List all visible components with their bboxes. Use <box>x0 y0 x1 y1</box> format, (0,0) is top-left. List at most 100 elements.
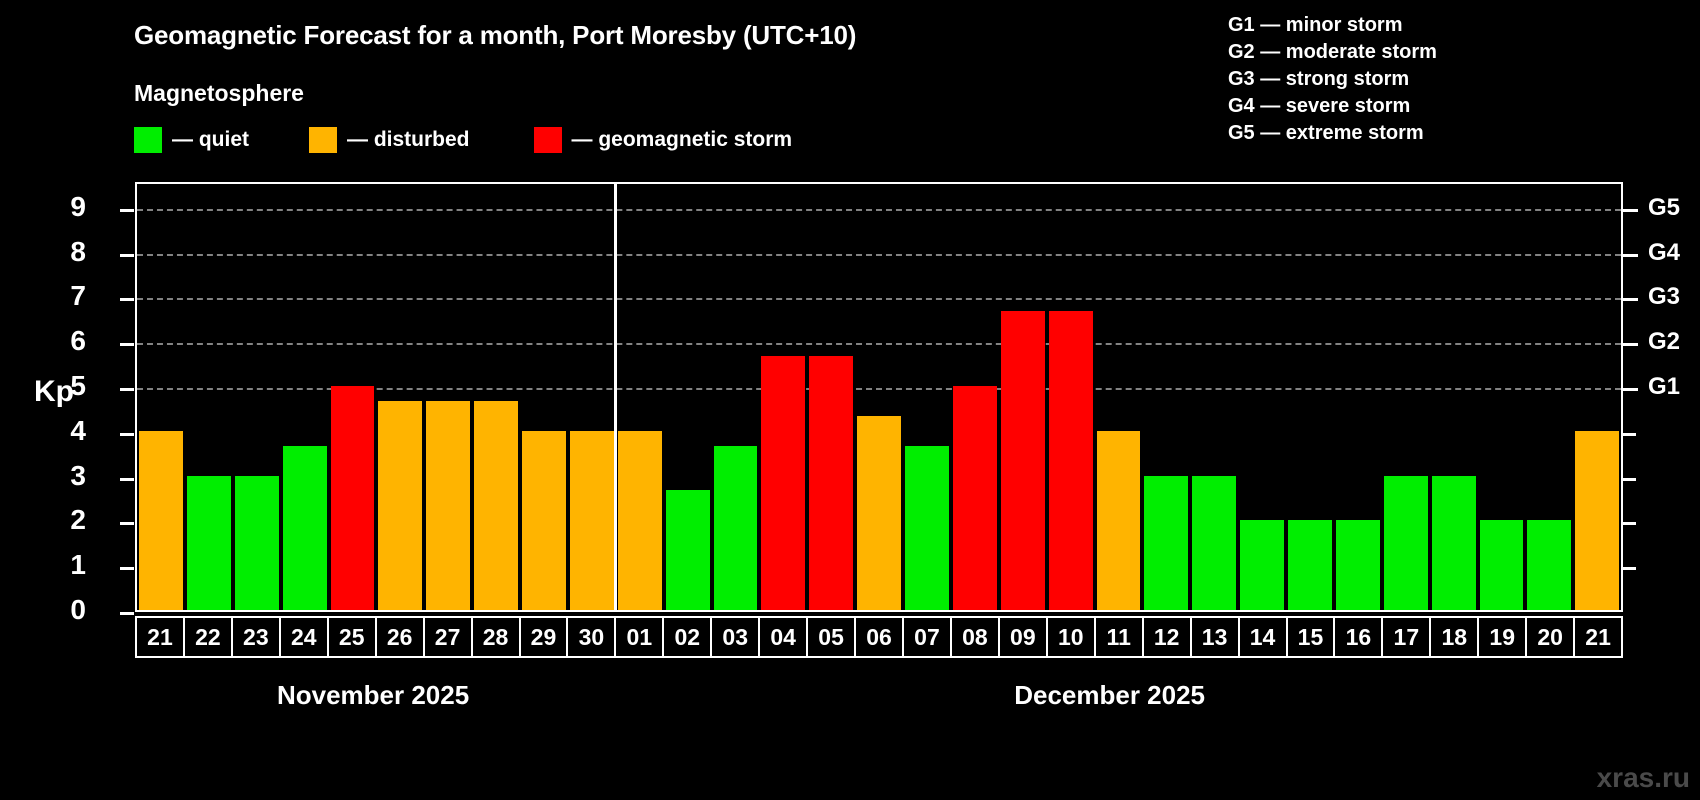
day-label-dec-07[interactable]: 07 <box>904 618 952 656</box>
day-label-dec-13[interactable]: 13 <box>1192 618 1240 656</box>
bar-cell[interactable] <box>855 184 903 610</box>
bar-cell[interactable] <box>472 184 520 610</box>
watermark: xras.ru <box>1596 762 1690 793</box>
bar-07[interactable] <box>905 445 949 610</box>
bar-cell[interactable] <box>1142 184 1190 610</box>
day-label-dec-12[interactable]: 12 <box>1144 618 1192 656</box>
bar-cell[interactable] <box>329 184 377 610</box>
day-label-dec-18[interactable]: 18 <box>1431 618 1480 656</box>
bar-cell[interactable] <box>1334 184 1382 610</box>
bar-cell[interactable] <box>664 184 712 610</box>
bar-18[interactable] <box>1431 475 1476 610</box>
bar-cell[interactable] <box>951 184 999 610</box>
bar-26[interactable] <box>378 400 423 610</box>
bar-14[interactable] <box>1240 520 1284 610</box>
day-label-nov-27[interactable]: 27 <box>425 618 473 656</box>
bar-cell[interactable] <box>1047 184 1095 610</box>
bar-cell[interactable] <box>281 184 329 610</box>
bar-10[interactable] <box>1048 311 1093 610</box>
bar-28[interactable] <box>474 400 518 610</box>
bar-cell[interactable] <box>1525 184 1573 610</box>
bar-20[interactable] <box>1527 520 1572 610</box>
bar-cell[interactable] <box>233 184 281 610</box>
bar-23[interactable] <box>234 475 279 610</box>
bar-cell[interactable] <box>1478 184 1526 610</box>
bar-01[interactable] <box>617 430 662 610</box>
day-label-dec-04[interactable]: 04 <box>760 618 809 656</box>
bar-08[interactable] <box>952 386 997 610</box>
day-label-dec-09[interactable]: 09 <box>1000 618 1048 656</box>
bar-22[interactable] <box>186 475 231 610</box>
disturbed-swatch <box>309 127 337 153</box>
bar-cell[interactable] <box>903 184 951 610</box>
bar-11[interactable] <box>1096 430 1141 610</box>
g-tick-label-G2: G2 <box>1648 328 1681 356</box>
bar-24[interactable] <box>282 445 327 610</box>
bar-21[interactable] <box>1575 430 1620 610</box>
bar-21[interactable] <box>139 430 183 610</box>
day-label-dec-08[interactable]: 08 <box>952 618 1000 656</box>
day-label-dec-06[interactable]: 06 <box>856 618 904 656</box>
bar-16[interactable] <box>1335 520 1380 610</box>
y-tick-label-5: 5 <box>70 370 86 402</box>
day-label-nov-25[interactable]: 25 <box>329 618 377 656</box>
bar-cell[interactable] <box>1382 184 1430 610</box>
day-label-dec-03[interactable]: 03 <box>712 618 761 656</box>
bar-cell[interactable] <box>1286 184 1334 610</box>
day-label-nov-26[interactable]: 26 <box>377 618 425 656</box>
day-label-nov-23[interactable]: 23 <box>233 618 281 656</box>
bar-cell[interactable] <box>568 184 616 610</box>
day-label-dec-15[interactable]: 15 <box>1288 618 1336 656</box>
bar-cell[interactable] <box>520 184 568 610</box>
day-label-nov-29[interactable]: 29 <box>521 618 569 656</box>
bar-02[interactable] <box>665 490 710 610</box>
bar-cell[interactable] <box>807 184 855 610</box>
day-label-nov-24[interactable]: 24 <box>281 618 329 656</box>
day-label-nov-30[interactable]: 30 <box>568 618 617 656</box>
day-label-dec-21[interactable]: 21 <box>1585 623 1611 650</box>
day-label-dec-10[interactable]: 10 <box>1048 618 1096 656</box>
bar-cell[interactable] <box>999 184 1047 610</box>
g-tick-mark-G1 <box>1623 388 1638 392</box>
bar-cell[interactable] <box>1095 184 1143 610</box>
bar-15[interactable] <box>1288 520 1332 610</box>
bar-19[interactable] <box>1479 520 1524 610</box>
day-label-dec-16[interactable]: 16 <box>1335 618 1384 656</box>
bar-cell[interactable] <box>376 184 424 610</box>
bar-series <box>137 184 1621 610</box>
bar-cell[interactable] <box>712 184 760 610</box>
bar-13[interactable] <box>1192 475 1237 610</box>
bar-cell[interactable] <box>137 184 185 610</box>
bar-cell[interactable] <box>1190 184 1238 610</box>
bar-06[interactable] <box>857 416 901 610</box>
month-label-november: November 2025 <box>276 680 470 710</box>
bar-cell[interactable] <box>616 184 664 610</box>
bar-29[interactable] <box>522 430 566 610</box>
day-label-dec-17[interactable]: 17 <box>1383 618 1432 656</box>
day-label-nov-22[interactable]: 22 <box>185 618 233 656</box>
bar-25[interactable] <box>330 386 375 610</box>
bar-cell[interactable] <box>1238 184 1286 610</box>
day-label-dec-14[interactable]: 14 <box>1240 618 1288 656</box>
day-label-dec-11[interactable]: 11 <box>1096 618 1144 656</box>
bar-cell[interactable] <box>424 184 472 610</box>
day-label-dec-20[interactable]: 20 <box>1527 618 1576 656</box>
bar-09[interactable] <box>1000 311 1045 610</box>
bar-05[interactable] <box>809 356 854 610</box>
day-label-dec-05[interactable]: 05 <box>808 618 857 656</box>
bar-cell[interactable] <box>1430 184 1478 610</box>
bar-04[interactable] <box>761 356 806 610</box>
bar-cell[interactable] <box>1573 184 1621 610</box>
bar-17[interactable] <box>1383 475 1428 610</box>
bar-cell[interactable] <box>759 184 807 610</box>
bar-03[interactable] <box>713 445 758 610</box>
bar-27[interactable] <box>426 400 471 610</box>
bar-12[interactable] <box>1144 475 1189 610</box>
day-label-dec-19[interactable]: 19 <box>1479 618 1528 656</box>
day-label-nov-21[interactable]: 21 <box>137 618 185 656</box>
day-label-nov-28[interactable]: 28 <box>473 618 521 656</box>
bar-30[interactable] <box>569 430 614 610</box>
day-label-dec-02[interactable]: 02 <box>664 618 713 656</box>
bar-cell[interactable] <box>185 184 233 610</box>
day-label-dec-01[interactable]: 01 <box>616 618 665 656</box>
